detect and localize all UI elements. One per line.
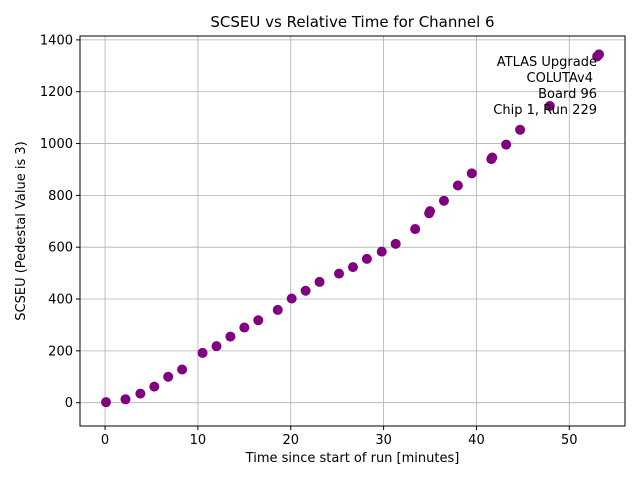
- data-point: [239, 322, 250, 333]
- data-point: [135, 388, 146, 399]
- data-point: [286, 293, 297, 304]
- y-tick-label: 600: [48, 241, 73, 256]
- data-point: [487, 152, 498, 163]
- data-point: [361, 253, 372, 264]
- data-point: [515, 124, 526, 135]
- y-tick-label: 400: [48, 293, 73, 308]
- x-tick-label: 30: [375, 433, 392, 448]
- data-point: [347, 262, 358, 273]
- data-point: [100, 397, 111, 408]
- y-tick-label: 0: [65, 396, 73, 411]
- data-point: [253, 315, 264, 326]
- data-point: [390, 238, 401, 249]
- data-point: [163, 371, 174, 382]
- data-point: [334, 268, 345, 279]
- y-axis-label: SCSEU (Pedestal Value is 3): [14, 141, 29, 320]
- data-points: [100, 49, 605, 408]
- x-tick-label: 0: [101, 433, 109, 448]
- annotation-block: ATLAS Upgrade COLUTAv4 Board 96 Chip 1, …: [493, 55, 597, 118]
- y-tick-label: 1400: [40, 33, 73, 48]
- data-point: [410, 224, 421, 235]
- data-point: [466, 168, 477, 179]
- data-point: [314, 276, 325, 287]
- data-point: [149, 381, 160, 392]
- data-point: [452, 180, 463, 191]
- data-point: [544, 100, 555, 111]
- data-point: [594, 49, 605, 60]
- data-point: [211, 341, 222, 352]
- y-tick-label: 200: [48, 344, 73, 359]
- data-point: [197, 347, 208, 358]
- plot-frame: [79, 35, 626, 427]
- chart-title: SCSEU vs Relative Time for Channel 6: [210, 13, 494, 31]
- data-point: [272, 304, 283, 315]
- y-tick-label: 1200: [40, 85, 73, 100]
- data-point: [225, 331, 236, 342]
- annotation-line-3: Board 96: [538, 87, 597, 102]
- annotation-line-4: Chip 1, Run 229: [493, 103, 597, 118]
- y-tick-label: 1000: [40, 137, 73, 152]
- annotation-line-1: ATLAS Upgrade: [497, 55, 597, 70]
- x-tick-label: 40: [468, 433, 485, 448]
- axis-ticks: 0 10 20 30 40 50 0 200 400 600 800 1000 1200 1400: [40, 33, 578, 448]
- data-point: [300, 285, 311, 296]
- data-point: [177, 364, 188, 375]
- data-point: [438, 195, 449, 206]
- x-tick-label: 50: [561, 433, 578, 448]
- data-point: [376, 246, 387, 257]
- x-tick-label: 10: [190, 433, 207, 448]
- data-point: [501, 139, 512, 150]
- data-point: [425, 206, 436, 217]
- x-tick-label: 20: [282, 433, 299, 448]
- annotation-line-2: COLUTAv4: [527, 71, 593, 86]
- y-tick-label: 800: [48, 189, 73, 204]
- grid: [80, 36, 625, 426]
- data-point: [120, 394, 131, 405]
- x-axis-label: Time since start of run [minutes]: [245, 451, 460, 466]
